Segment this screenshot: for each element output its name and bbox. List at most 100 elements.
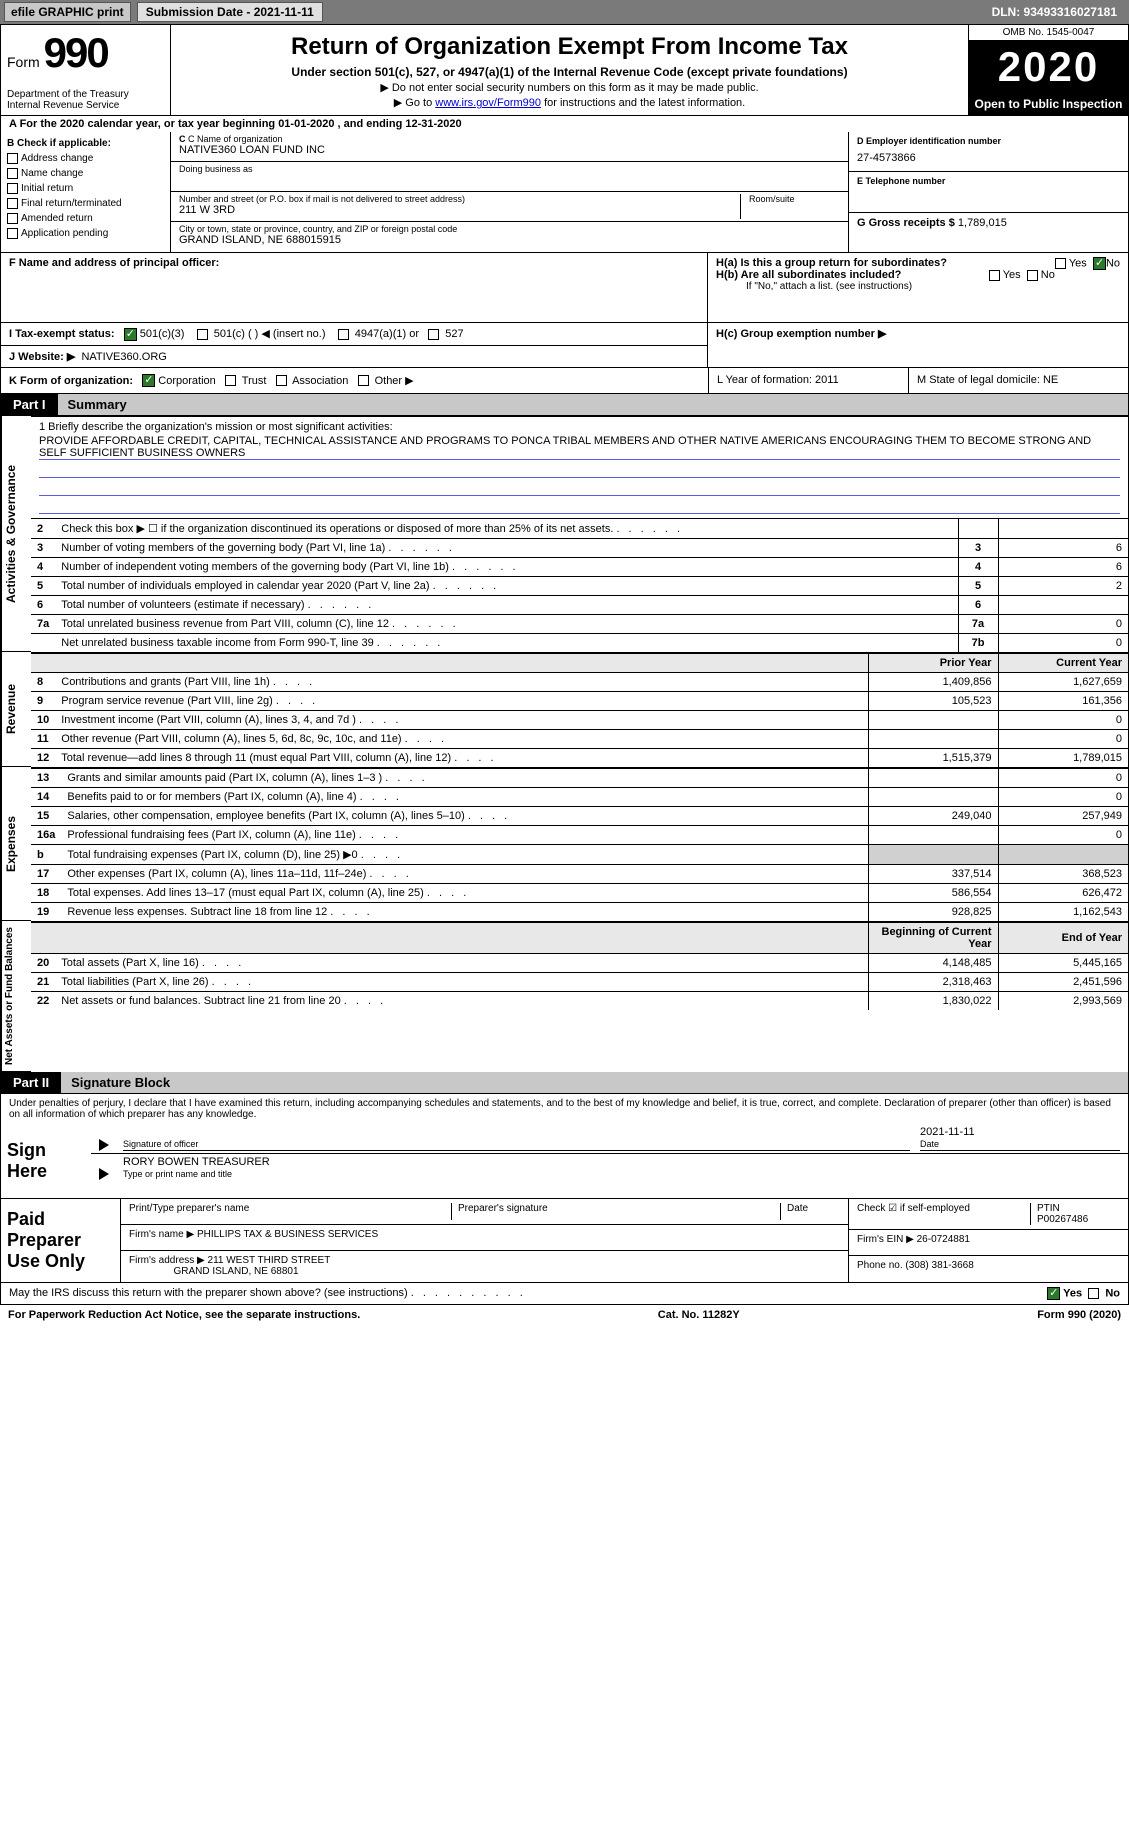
check-final[interactable] xyxy=(7,198,18,209)
check-corp[interactable] xyxy=(142,374,155,387)
check-4947[interactable] xyxy=(338,329,349,340)
room-label: Room/suite xyxy=(749,194,840,204)
arrow-icon xyxy=(99,1139,109,1151)
department-label: Department of the Treasury Internal Reve… xyxy=(7,89,164,111)
firm-address: 211 WEST THIRD STREET xyxy=(208,1255,331,1266)
part1-header: Part I Summary xyxy=(0,394,1129,416)
website-value: NATIVE360.ORG xyxy=(81,351,166,363)
table-row: Net unrelated business taxable income fr… xyxy=(31,634,1128,653)
check-501c3[interactable] xyxy=(124,328,137,341)
irs-link[interactable]: www.irs.gov/Form990 xyxy=(435,97,541,109)
table-row: 21Total liabilities (Part X, line 26) . … xyxy=(31,973,1128,992)
table-row: 2Check this box ▶ ☐ if the organization … xyxy=(31,519,1128,539)
check-name[interactable] xyxy=(7,168,18,179)
table-row: 8Contributions and grants (Part VIII, li… xyxy=(31,673,1128,692)
hb-yes[interactable] xyxy=(989,270,1000,281)
check-address[interactable] xyxy=(7,153,18,164)
table-row: 16aProfessional fundraising fees (Part I… xyxy=(31,826,1128,845)
irs-discuss-row: May the IRS discuss this return with the… xyxy=(0,1283,1129,1305)
vlabel-revenue: Revenue xyxy=(1,652,31,767)
table-row: 5Total number of individuals employed in… xyxy=(31,577,1128,596)
submission-button[interactable]: Submission Date - 2021-11-11 xyxy=(137,2,323,22)
firm-phone-label: Phone no. xyxy=(857,1260,903,1271)
f-label: F Name and address of principal officer: xyxy=(9,257,219,269)
goto-pre: ▶ Go to xyxy=(394,97,435,109)
firm-name: PHILLIPS TAX & BUSINESS SERVICES xyxy=(197,1229,378,1240)
governance-table: 2Check this box ▶ ☐ if the organization … xyxy=(31,518,1128,652)
discuss-yes[interactable] xyxy=(1047,1287,1060,1300)
goto-post: for instructions and the latest informat… xyxy=(541,97,745,109)
section-b: B Check if applicable: Address change Na… xyxy=(1,132,171,252)
prep-name-label: Print/Type preparer's name xyxy=(129,1203,443,1220)
check-527[interactable] xyxy=(428,329,439,340)
mission-block: 1 Briefly describe the organization's mi… xyxy=(31,417,1128,518)
check-amended[interactable] xyxy=(7,213,18,224)
phone-label: E Telephone number xyxy=(857,176,1120,186)
irs-discuss-q: May the IRS discuss this return with the… xyxy=(9,1287,408,1299)
paid-preparer-block: Paid Preparer Use Only Print/Type prepar… xyxy=(0,1199,1129,1283)
gross-receipts: 1,789,015 xyxy=(958,217,1007,229)
section-h: H(a) Is this a group return for subordin… xyxy=(708,253,1128,322)
summary-revenue: Revenue Prior YearCurrent Year8Contribut… xyxy=(0,652,1129,767)
summary-expenses: Expenses 13Grants and similar amounts pa… xyxy=(0,767,1129,921)
check-initial[interactable] xyxy=(7,183,18,194)
line-j: J Website: ▶ NATIVE360.ORG xyxy=(1,346,707,368)
table-row: 14Benefits paid to or for members (Part … xyxy=(31,788,1128,807)
goto-line: ▶ Go to www.irs.gov/Form990 for instruct… xyxy=(181,96,958,109)
table-row: 22Net assets or fund balances. Subtract … xyxy=(31,992,1128,1011)
check-501c[interactable] xyxy=(197,329,208,340)
table-row: Prior YearCurrent Year xyxy=(31,654,1128,673)
city-value: GRAND ISLAND, NE 688015915 xyxy=(179,234,840,246)
header-middle: Return of Organization Exempt From Incom… xyxy=(171,25,968,115)
table-row: 6Total number of volunteers (estimate if… xyxy=(31,596,1128,615)
summary-netassets: Net Assets or Fund Balances Beginning of… xyxy=(0,921,1129,1072)
check-pending[interactable] xyxy=(7,228,18,239)
ha-no-checked[interactable] xyxy=(1093,257,1106,270)
section-deg: D Employer identification number 27-4573… xyxy=(848,132,1128,252)
form-subtitle: Under section 501(c), 527, or 4947(a)(1)… xyxy=(181,65,958,79)
section-klm: K Form of organization: Corporation Trus… xyxy=(0,368,1129,395)
firm-phone: (308) 381-3668 xyxy=(905,1260,973,1271)
form-ref: Form 990 (2020) xyxy=(1037,1309,1121,1321)
b-header: B Check if applicable: xyxy=(7,138,111,149)
part1-tag: Part I xyxy=(1,394,58,415)
sig-date: 2021-11-11 xyxy=(920,1126,975,1138)
vlabel-netassets: Net Assets or Fund Balances xyxy=(1,921,31,1072)
table-row: 9Program service revenue (Part VIII, lin… xyxy=(31,692,1128,711)
section-bcdeg: B Check if applicable: Address change Na… xyxy=(0,132,1129,253)
officer-name: RORY BOWEN TREASURER xyxy=(123,1156,270,1168)
form-title: Return of Organization Exempt From Incom… xyxy=(181,33,958,61)
check-trust[interactable] xyxy=(225,375,236,386)
dba-label: Doing business as xyxy=(179,164,840,174)
header-right: OMB No. 1545-0047 2020 Open to Public In… xyxy=(968,25,1128,115)
line-l: L Year of formation: 2011 xyxy=(708,368,908,394)
ha-yes[interactable] xyxy=(1055,258,1066,269)
form-header: Form 990 Department of the Treasury Inte… xyxy=(0,24,1129,116)
discuss-no[interactable] xyxy=(1088,1288,1099,1299)
table-row: Beginning of Current YearEnd of Year xyxy=(31,923,1128,954)
sig-date-label: Date xyxy=(920,1139,939,1149)
signature-note: Under penalties of perjury, I declare th… xyxy=(0,1094,1129,1124)
check-assoc[interactable] xyxy=(276,375,287,386)
ptin-value: P00267486 xyxy=(1037,1214,1088,1225)
footer: For Paperwork Reduction Act Notice, see … xyxy=(0,1305,1129,1325)
prep-sig-label: Preparer's signature xyxy=(451,1203,772,1220)
revenue-table: Prior YearCurrent Year8Contributions and… xyxy=(31,653,1128,767)
summary-governance: Activities & Governance 1 Briefly descri… xyxy=(0,416,1129,652)
section-c: C C Name of organization NATIVE360 LOAN … xyxy=(171,132,848,252)
line-a: A For the 2020 calendar year, or tax yea… xyxy=(0,116,1129,132)
dln-label: DLN: 93493316027181 xyxy=(992,5,1125,19)
line-hc: H(c) Group exemption number ▶ xyxy=(708,323,1128,368)
check-other[interactable] xyxy=(358,375,369,386)
ssn-warning: ▶ Do not enter social security numbers o… xyxy=(181,81,958,94)
self-employed-label: Check ☑ if self-employed xyxy=(857,1203,970,1214)
firm-ein-label: Firm's EIN ▶ xyxy=(857,1234,914,1245)
top-bar: efile GRAPHIC print Submission Date - 20… xyxy=(0,0,1129,24)
firm-city: GRAND ISLAND, NE 68801 xyxy=(173,1266,298,1277)
ein-label: D Employer identification number xyxy=(857,136,1120,146)
table-row: 17Other expenses (Part IX, column (A), l… xyxy=(31,865,1128,884)
mission-label: 1 Briefly describe the organization's mi… xyxy=(39,421,1120,433)
part1-title: Summary xyxy=(58,394,1128,415)
hb-no[interactable] xyxy=(1027,270,1038,281)
section-ij: I Tax-exempt status: 501(c)(3) 501(c) ( … xyxy=(0,323,1129,368)
